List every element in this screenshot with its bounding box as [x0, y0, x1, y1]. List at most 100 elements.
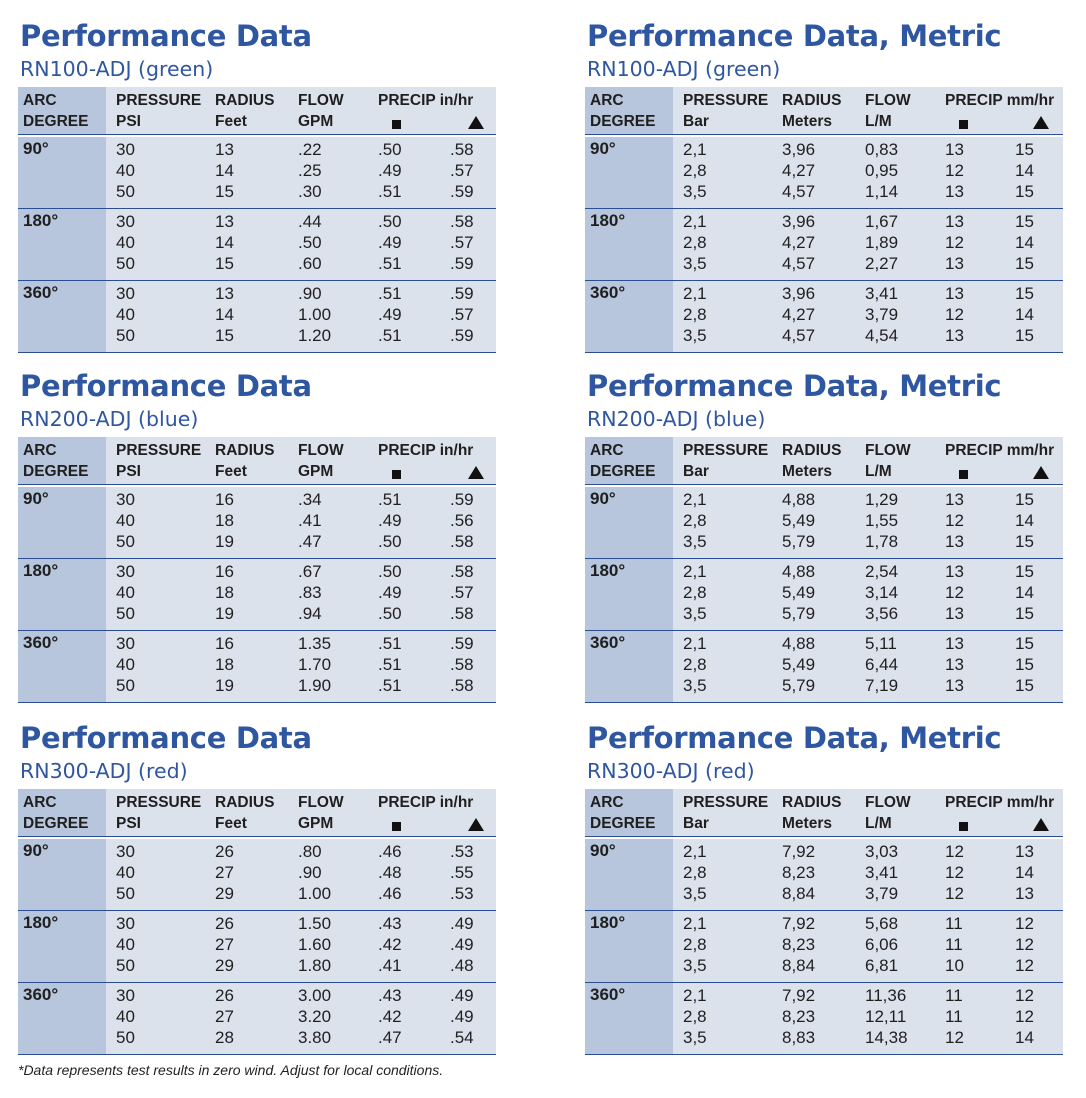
radius-value: 3,96: [782, 212, 816, 231]
pressure-value: 40: [116, 233, 135, 252]
precip-triangle-value: 15: [1015, 326, 1034, 345]
precip-square-value: 13: [945, 532, 964, 551]
header-arc-unit: DEGREE: [23, 113, 89, 130]
precip-square-value: .48: [378, 863, 402, 882]
arc-cell: [18, 983, 106, 1054]
radius-value: 3,96: [782, 140, 816, 159]
section-subtitle: RN300-ADJ (red): [587, 759, 755, 783]
pressure-value: 40: [116, 583, 135, 602]
pressure-value: 30: [116, 284, 135, 303]
header-precip: PRECIP in/hr: [378, 92, 474, 109]
radius-value: 5,49: [782, 583, 816, 602]
pressure-value: 50: [116, 326, 135, 345]
pressure-value: 40: [116, 511, 135, 530]
precip-square-value: 13: [945, 284, 964, 303]
precip-square-value: .41: [378, 956, 402, 975]
flow-value: 5,11: [865, 634, 897, 653]
pressure-value: 2,8: [683, 161, 707, 180]
precip-square-value: 12: [945, 884, 964, 903]
radius-value: 13: [215, 212, 234, 231]
precip-triangle-value: .57: [450, 233, 474, 252]
pressure-value: 2,1: [683, 986, 707, 1005]
arc-group: 180° 2,1 7,92 5,68 11 12 2,8 8,23 6,06 11 12 3,5 8,8…: [585, 911, 1063, 983]
arc-degree-label: 90°: [23, 841, 49, 860]
arc-cell: [585, 983, 673, 1054]
precip-square-value: .43: [378, 914, 402, 933]
pressure-value: 2,8: [683, 305, 707, 324]
precip-square-value: .51: [378, 676, 402, 695]
pressure-value: 2,8: [683, 583, 707, 602]
flow-value: .47: [298, 532, 322, 551]
header-arc-background: [585, 87, 673, 134]
section-title: Performance Data: [20, 369, 312, 403]
header-radius-label: RADIUS: [215, 794, 275, 811]
radius-value: 4,27: [782, 233, 816, 252]
header-arc-unit: DEGREE: [590, 113, 656, 130]
square-icon: [958, 817, 969, 838]
arc-degree-label: 180°: [23, 561, 59, 580]
precip-square-value: 11: [945, 914, 963, 933]
section-subtitle: RN200-ADJ (blue): [587, 407, 766, 431]
precip-square-value: .49: [378, 233, 402, 252]
radius-value: 5,79: [782, 532, 816, 551]
flow-value: 3.80: [298, 1028, 332, 1047]
arc-group: 90° 30 26 .80 .46 .53 40 27 .90 .48 .55 50 29 1.00 .46…: [18, 839, 496, 911]
header-pressure-label: PRESSURE: [116, 92, 202, 109]
radius-value: 4,88: [782, 634, 816, 653]
flow-value: .67: [298, 562, 322, 581]
radius-value: 26: [215, 842, 234, 861]
header-radius-unit: Meters: [782, 113, 832, 130]
flow-value: .83: [298, 583, 322, 602]
section-subtitle: RN100-ADJ (green): [587, 57, 781, 81]
flow-value: .22: [298, 140, 322, 159]
pressure-value: 2,8: [683, 655, 707, 674]
precip-square-value: 13: [945, 254, 964, 273]
radius-value: 4,57: [782, 254, 816, 273]
pressure-value: 3,5: [683, 956, 707, 975]
table-header: ARC DEGREE PRESSURE PSI RADIUS Feet FLOW GPM PRE…: [18, 87, 496, 135]
precip-square-value: .51: [378, 326, 402, 345]
precip-square-value: .43: [378, 986, 402, 1005]
performance-table: ARC DEGREE PRESSURE Bar RADIUS Meters FLOW L/M P…: [585, 437, 1063, 721]
header-arc-unit: DEGREE: [590, 463, 656, 480]
precip-triangle-value: .59: [450, 284, 474, 303]
section-title: Performance Data, Metric: [587, 369, 1002, 403]
arc-cell: [18, 137, 106, 208]
flow-value: 3,56: [865, 604, 899, 623]
arc-cell: [585, 209, 673, 280]
header-radius-label: RADIUS: [782, 442, 842, 459]
pressure-value: 50: [116, 604, 135, 623]
header-radius-unit: Meters: [782, 815, 832, 832]
data-cells-background: [106, 839, 496, 910]
performance-section: Performance Data, Metric RN300-ADJ (red) A…: [585, 721, 1063, 1073]
flow-value: 1,67: [865, 212, 899, 231]
header-flow-label: FLOW: [298, 794, 344, 811]
arc-group: 360° 2,1 4,88 5,11 13 15 2,8 5,49 6,44 13 15 3,5 5,7…: [585, 631, 1063, 703]
arc-degree-label: 90°: [23, 489, 49, 508]
flow-value: 1,89: [865, 233, 899, 252]
square-icon: [958, 115, 969, 136]
arc-degree-label: 90°: [590, 139, 616, 158]
precip-square-value: 13: [945, 604, 964, 623]
radius-value: 18: [215, 583, 234, 602]
triangle-icon: [468, 464, 484, 485]
header-precip: PRECIP mm/hr: [945, 92, 1055, 109]
precip-square-value: .49: [378, 305, 402, 324]
precip-square-value: 12: [945, 863, 964, 882]
flow-value: 12,11: [865, 1007, 907, 1026]
pressure-value: 30: [116, 140, 135, 159]
triangle-icon: [1033, 464, 1049, 485]
pressure-value: 3,5: [683, 884, 707, 903]
flow-value: 4,54: [865, 326, 899, 345]
section-title: Performance Data, Metric: [587, 19, 1002, 53]
flow-value: 1,14: [865, 182, 899, 201]
flow-value: .94: [298, 604, 322, 623]
pressure-value: 3,5: [683, 604, 707, 623]
flow-value: 3,79: [865, 305, 899, 324]
precip-triangle-value: .58: [450, 655, 474, 674]
radius-value: 5,49: [782, 511, 816, 530]
radius-value: 19: [215, 604, 234, 623]
header-pressure-unit: PSI: [116, 113, 141, 130]
precip-triangle-value: 13: [1015, 884, 1034, 903]
precip-triangle-value: 15: [1015, 604, 1034, 623]
